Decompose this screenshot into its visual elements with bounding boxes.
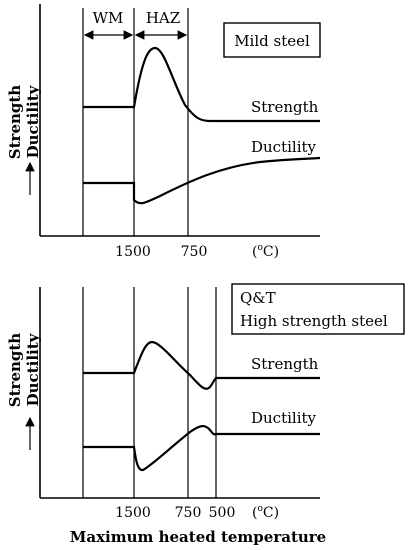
- top-tick-750: 750: [181, 244, 208, 260]
- bottom-y-label-strength: Strength: [6, 333, 24, 408]
- bottom-panel: Q&T High strength steel Strength Ductili…: [6, 283, 405, 546]
- bottom-ductility-label: Ductility: [251, 409, 317, 427]
- bottom-strength-curve: [83, 340, 320, 390]
- top-strength-label: Strength: [251, 98, 319, 116]
- top-title-box: [223, 22, 321, 58]
- bottom-ductility-curve: [83, 425, 320, 472]
- haz-label: HAZ: [146, 9, 180, 27]
- top-title: Mild steel: [234, 32, 310, 50]
- top-unit: (oC): [252, 243, 279, 260]
- bottom-tick-750: 750: [175, 505, 202, 521]
- wm-label: WM: [93, 9, 124, 27]
- top-strength-curve: [83, 46, 320, 123]
- top-y-label-ductility: Ductility: [24, 84, 42, 158]
- top-ductility-curve: [83, 156, 321, 205]
- bottom-title-line1: Q&T: [240, 289, 276, 307]
- bottom-title-box: [231, 283, 405, 335]
- bottom-unit: (oC): [252, 504, 279, 521]
- bottom-tick-500: 500: [209, 505, 236, 521]
- x-axis-title: Maximum heated temperature: [70, 528, 326, 546]
- top-panel: WM HAZ Mild steel Strength Ductility Str…: [6, 4, 321, 260]
- bottom-strength-label: Strength: [251, 355, 319, 373]
- bottom-title-line2: High strength steel: [240, 312, 388, 330]
- top-y-label-strength: Strength: [6, 85, 24, 160]
- bottom-y-label-ductility: Ductility: [24, 332, 42, 406]
- top-tick-1500: 1500: [115, 244, 151, 260]
- top-ductility-label: Ductility: [251, 138, 317, 156]
- bottom-tick-1500: 1500: [115, 505, 151, 521]
